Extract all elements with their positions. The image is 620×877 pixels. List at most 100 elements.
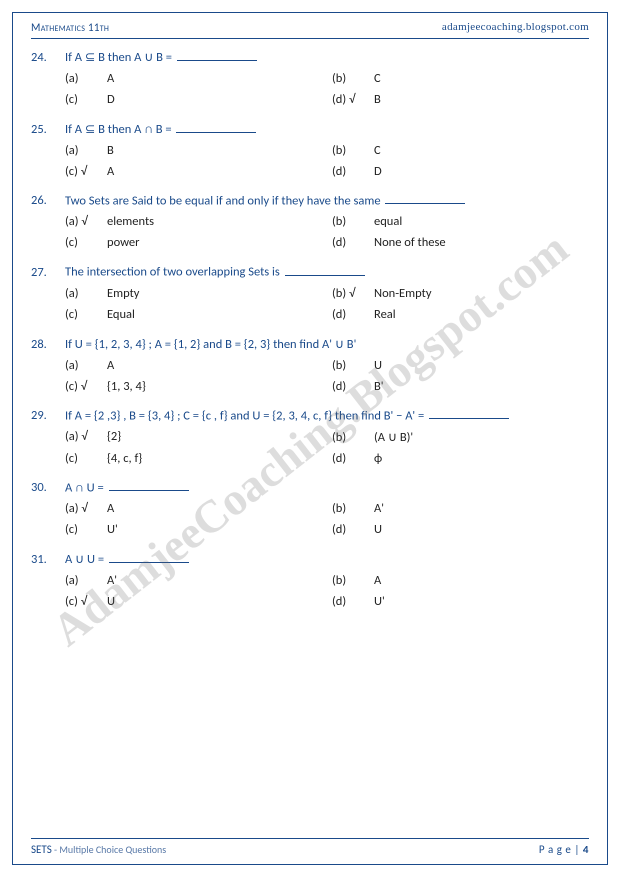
check-icon: √ — [349, 286, 355, 301]
option-text: {1, 3, 4} — [107, 379, 146, 394]
option: (b)A — [332, 573, 589, 588]
option-label: (a) √ — [65, 429, 107, 444]
question: 25.If A ⊆ B then A ∩ B = (a)B(b)C(c) √A(… — [31, 121, 589, 179]
option-text: U' — [374, 594, 385, 609]
option: (a)A — [65, 71, 322, 86]
question-text-content: If A ⊆ B then A ∩ B = — [65, 122, 172, 137]
option-label: (c) — [65, 451, 107, 466]
question-number: 30. — [31, 480, 65, 495]
header-left: Mathematics 11th — [31, 21, 109, 34]
option: (d)None of these — [332, 235, 589, 250]
option-text: U — [107, 594, 115, 609]
options-grid: (a) √A(b)A'(c)U'(d)U — [31, 501, 589, 537]
question-number: 27. — [31, 265, 65, 280]
blank-line — [429, 408, 509, 419]
option-text: A' — [374, 501, 384, 516]
question-text: The intersection of two overlapping Sets… — [65, 264, 365, 279]
check-icon: √ — [349, 92, 355, 107]
check-icon: √ — [81, 379, 87, 394]
option-text: None of these — [374, 235, 446, 250]
option: (b)A' — [332, 501, 589, 516]
option: (d)U' — [332, 594, 589, 609]
option-label: (b) — [332, 430, 374, 445]
option: (a)Empty — [65, 286, 322, 301]
option-label: (c) — [65, 92, 107, 107]
question: 29.If A = {2 ,3} , B = {3, 4} ; C = {c ,… — [31, 408, 589, 466]
question-text: Two Sets are Said to be equal if and onl… — [65, 193, 465, 208]
question-text: If A = {2 ,3} , B = {3, 4} ; C = {c , f}… — [65, 408, 509, 423]
option-label-text: (b) — [332, 286, 346, 301]
blank-line — [176, 122, 256, 133]
option-label: (a) — [65, 143, 107, 158]
option: (a)B — [65, 143, 322, 158]
option: (b)equal — [332, 214, 589, 229]
check-icon: √ — [81, 214, 87, 229]
option-text: U' — [107, 522, 118, 537]
option-text: equal — [374, 214, 402, 229]
option-label: (d) — [332, 307, 374, 322]
question-text: A ∩ U = — [65, 480, 189, 495]
footer-page-num: 4 — [583, 843, 589, 856]
question-text: If A ⊆ B then A ∪ B = — [65, 49, 257, 65]
question-text-content: If A ⊆ B then A ∪ B = — [65, 50, 172, 65]
option-text: B — [107, 143, 114, 158]
check-icon: √ — [81, 164, 87, 179]
question-row: 31.A ∪ U = — [31, 551, 589, 567]
question-number: 24. — [31, 50, 65, 65]
blank-line — [285, 264, 365, 275]
options-grid: (a)A' (b)A (c) √U (d)U' — [31, 573, 589, 609]
page-frame: Mathematics 11th adamjeecoaching.blogspo… — [12, 12, 608, 865]
option-text: U — [374, 358, 382, 373]
option: (a) √elements — [65, 214, 322, 229]
question-text: If A ⊆ B then A ∩ B = — [65, 121, 256, 137]
option-text: A' — [107, 573, 117, 588]
option-label: (c) — [65, 235, 107, 250]
question-row: 24.If A ⊆ B then A ∪ B = — [31, 49, 589, 65]
question-body: 24.If A ⊆ B then A ∪ B = (a)A(b)C(c)D(d)… — [31, 39, 589, 838]
question-text-content: Two Sets are Said to be equal if and onl… — [65, 193, 381, 208]
option: (c)power — [65, 235, 322, 250]
question-row: 25.If A ⊆ B then A ∩ B = — [31, 121, 589, 137]
option: (c) √U — [65, 594, 322, 609]
option-label: (c) √ — [65, 379, 107, 394]
option-text: A — [107, 164, 114, 179]
option: (d)ϕ — [332, 451, 589, 466]
options-grid: (a)B(b)C(c) √A(d)D — [31, 143, 589, 179]
option-label: (b) — [332, 573, 374, 588]
option-label: (b) — [332, 143, 374, 158]
options-grid: (a)A(b)U(c) √{1, 3, 4}(d)B' — [31, 358, 589, 394]
question-row: 28.If U = {1, 2, 3, 4} ; A = {1, 2} and … — [31, 336, 589, 352]
question: 26.Two Sets are Said to be equal if and … — [31, 193, 589, 250]
question-text-content: The intersection of two overlapping Sets… — [65, 265, 280, 280]
option-text: {4, c, f} — [107, 451, 142, 466]
option-label: (a) — [65, 573, 107, 588]
option-text: D — [107, 92, 115, 107]
option: (d)U — [332, 522, 589, 537]
option: (d) √B — [332, 92, 589, 107]
option-label: (b) — [332, 501, 374, 516]
option-label: (d) — [332, 522, 374, 537]
option-text: U — [374, 522, 382, 537]
blank-line — [177, 50, 257, 61]
option-label: (b) — [332, 358, 374, 373]
question-row: 29.If A = {2 ,3} , B = {3, 4} ; C = {c ,… — [31, 408, 589, 423]
option-text: Equal — [107, 307, 135, 322]
option: (b) √Non-Empty — [332, 286, 589, 301]
option-label-text: (c) — [65, 164, 78, 179]
option: (c) √ A — [65, 164, 322, 179]
option: (b)(A ∪ B)' — [332, 429, 589, 445]
option-text: A — [374, 573, 381, 588]
option-label-text: (a) — [65, 429, 79, 444]
footer-left: SETS - Multiple Choice Questions — [31, 843, 166, 856]
option: (a)A' — [65, 573, 322, 588]
option-text: A — [107, 358, 114, 373]
footer-page-label: P a g e | — [539, 843, 583, 856]
option-text: C — [374, 143, 381, 158]
question: 24.If A ⊆ B then A ∪ B = (a)A (b)C (c)D (d)… — [31, 49, 589, 107]
option: (b)C — [332, 71, 589, 86]
option-text: {2} — [107, 429, 121, 444]
option-label-text: (c) — [65, 379, 78, 394]
question: 30.A ∩ U = (a) √A(b)A'(c)U'(d)U — [31, 480, 589, 537]
question-number: 28. — [31, 337, 65, 352]
option-text: Empty — [107, 286, 139, 301]
